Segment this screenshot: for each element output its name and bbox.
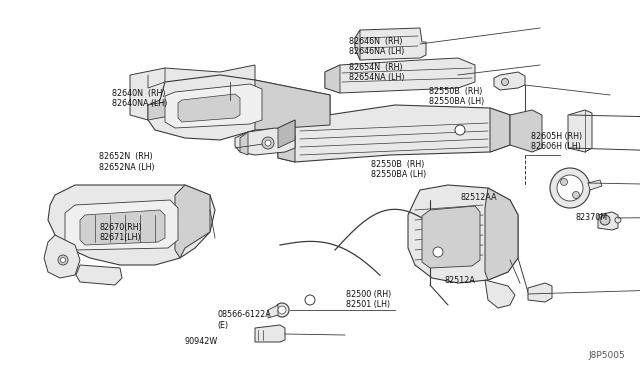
Text: 82550B  (RH)
82550BA (LH): 82550B (RH) 82550BA (LH) — [371, 160, 426, 179]
Text: 82512AA: 82512AA — [461, 193, 497, 202]
Circle shape — [502, 78, 509, 86]
Text: 82646N  (RH)
82646NA (LH): 82646N (RH) 82646NA (LH) — [349, 37, 404, 56]
Text: 82640N  (RH)
82640NA (LH): 82640N (RH) 82640NA (LH) — [112, 89, 168, 108]
Polygon shape — [598, 212, 618, 230]
Polygon shape — [485, 188, 518, 280]
Circle shape — [265, 140, 271, 146]
Circle shape — [455, 125, 465, 135]
Circle shape — [561, 179, 568, 186]
Text: 82550B  (RH)
82550BA (LH): 82550B (RH) 82550BA (LH) — [429, 87, 484, 106]
Text: 08566-6122A
(E): 08566-6122A (E) — [218, 310, 271, 330]
Text: 82652N  (RH)
82652NA (LH): 82652N (RH) 82652NA (LH) — [99, 152, 155, 171]
Polygon shape — [65, 200, 178, 250]
Circle shape — [557, 175, 583, 201]
Polygon shape — [568, 110, 592, 152]
Polygon shape — [76, 265, 122, 285]
Polygon shape — [490, 108, 510, 152]
Polygon shape — [240, 132, 248, 155]
Circle shape — [61, 257, 65, 263]
Polygon shape — [255, 80, 330, 130]
Polygon shape — [278, 120, 295, 162]
Text: 90942W: 90942W — [184, 337, 218, 346]
Text: 82512A: 82512A — [445, 276, 476, 285]
Text: J8P5005: J8P5005 — [588, 351, 625, 360]
Polygon shape — [175, 185, 210, 258]
Circle shape — [58, 255, 68, 265]
Polygon shape — [48, 185, 215, 265]
Polygon shape — [325, 65, 340, 93]
Polygon shape — [148, 100, 175, 120]
Polygon shape — [510, 110, 542, 152]
Polygon shape — [44, 235, 80, 278]
Polygon shape — [255, 325, 285, 342]
Polygon shape — [588, 180, 602, 190]
Polygon shape — [130, 65, 255, 120]
Text: 82670(RH)
82671(LH): 82670(RH) 82671(LH) — [99, 223, 142, 242]
Polygon shape — [148, 75, 330, 140]
Circle shape — [615, 217, 621, 223]
Polygon shape — [355, 28, 426, 60]
Circle shape — [275, 303, 289, 317]
Text: 82605H (RH)
82606H (LH): 82605H (RH) 82606H (LH) — [531, 132, 582, 151]
Polygon shape — [355, 30, 360, 60]
Polygon shape — [494, 72, 525, 90]
Polygon shape — [178, 94, 240, 122]
Text: 82500 (RH)
82501 (LH): 82500 (RH) 82501 (LH) — [346, 290, 391, 309]
Polygon shape — [278, 105, 510, 162]
Polygon shape — [325, 58, 475, 93]
Polygon shape — [422, 206, 480, 268]
Text: 82370M: 82370M — [576, 213, 608, 222]
Circle shape — [433, 247, 443, 257]
Polygon shape — [278, 120, 295, 148]
Polygon shape — [268, 305, 278, 318]
Polygon shape — [485, 280, 515, 308]
Polygon shape — [235, 128, 295, 155]
Polygon shape — [165, 84, 262, 128]
Circle shape — [550, 168, 590, 208]
Circle shape — [305, 295, 315, 305]
Circle shape — [278, 306, 286, 314]
Polygon shape — [80, 210, 165, 245]
Circle shape — [600, 215, 610, 225]
Polygon shape — [528, 283, 552, 302]
Text: 82654N  (RH)
82654NA (LH): 82654N (RH) 82654NA (LH) — [349, 63, 404, 82]
Circle shape — [262, 137, 274, 149]
Polygon shape — [408, 185, 518, 283]
Circle shape — [573, 192, 579, 199]
